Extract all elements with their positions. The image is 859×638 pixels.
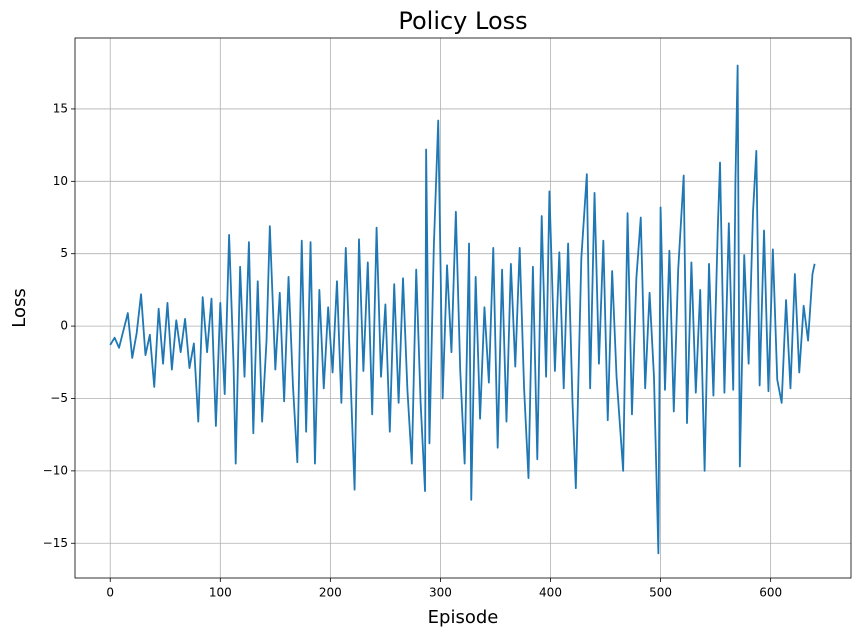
y-tick-label: 5: [60, 246, 68, 260]
y-tick-label: −5: [50, 391, 68, 405]
x-tick-label: 300: [429, 586, 452, 600]
y-tick-label: 10: [53, 174, 68, 188]
x-tick-label: 600: [759, 586, 782, 600]
y-tick-label: −15: [43, 536, 68, 550]
loss-line: [109, 64, 816, 555]
y-tick-label: −10: [43, 463, 68, 477]
x-tick-label: 500: [649, 586, 672, 600]
y-tick-label: 0: [60, 319, 68, 333]
x-tick-label: 0: [106, 586, 114, 600]
x-tick-label: 200: [319, 586, 342, 600]
x-tick-label: 100: [209, 586, 232, 600]
plot-frame: [74, 37, 852, 579]
chart-title: Policy Loss: [398, 7, 527, 35]
y-tick-label: 15: [53, 101, 68, 115]
x-axis-label: Episode: [428, 607, 499, 628]
y-axis-label: Loss: [9, 288, 30, 327]
x-tick-label: 400: [539, 586, 562, 600]
